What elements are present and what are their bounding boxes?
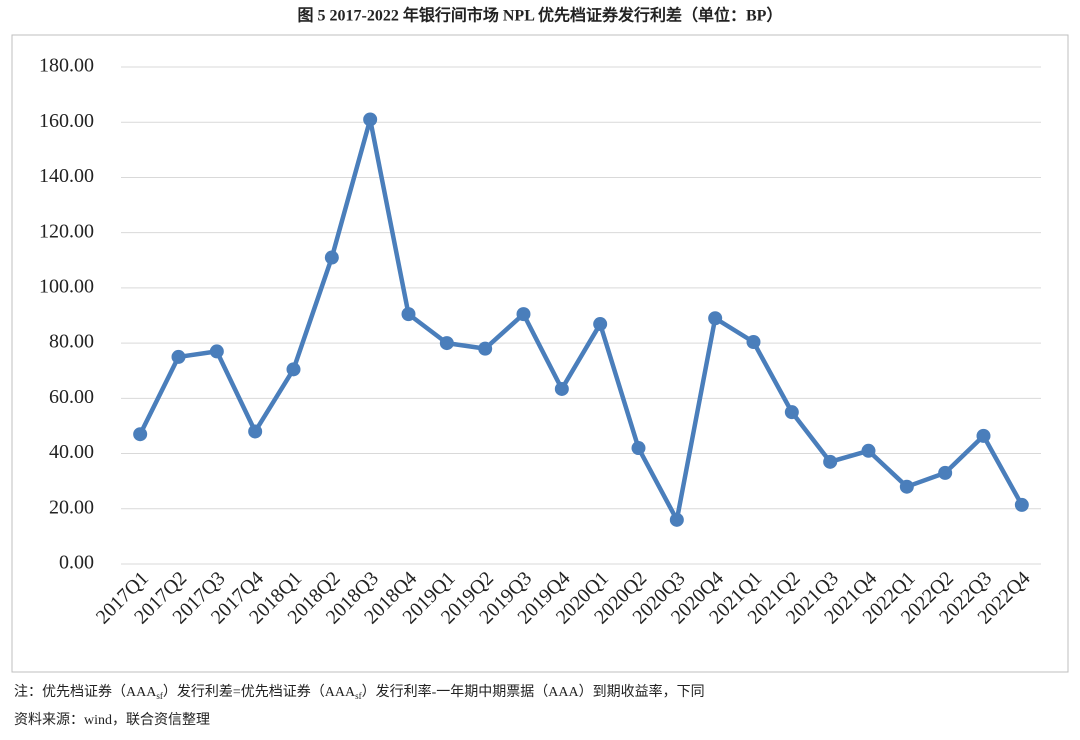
chart-title: 图 5 2017-2022 年银行间市场 NPL 优先档证券发行利差（单位：BP… bbox=[298, 6, 783, 25]
data-point bbox=[516, 307, 531, 322]
note-subscript: sf bbox=[156, 691, 163, 701]
note-subscript: sf bbox=[355, 691, 362, 701]
data-point bbox=[401, 307, 416, 322]
y-tick-label: 120.00 bbox=[39, 220, 94, 242]
data-point bbox=[363, 112, 378, 127]
y-tick-label: 180.00 bbox=[39, 55, 94, 77]
data-point bbox=[631, 441, 646, 456]
data-point bbox=[861, 443, 876, 458]
note-part: ）发行利率-一年期中期票据（AAA）到期收益率，下同 bbox=[362, 683, 705, 700]
data-point bbox=[324, 250, 339, 265]
data-point bbox=[669, 512, 684, 527]
data-line bbox=[138, 117, 1024, 523]
data-point bbox=[1014, 497, 1029, 512]
data-point bbox=[478, 341, 493, 356]
data-point bbox=[938, 465, 953, 480]
data-point bbox=[746, 335, 761, 350]
data-point bbox=[439, 336, 454, 351]
chart-frame bbox=[11, 34, 1069, 673]
data-point bbox=[209, 344, 224, 359]
note: 注：优先档证券（AAAsf）发行利差=优先档证券（AAAsf）发行利率-一年期中… bbox=[14, 683, 705, 701]
y-tick-label: 100.00 bbox=[39, 275, 94, 297]
data-point bbox=[593, 317, 608, 332]
data-point bbox=[784, 405, 799, 420]
y-tick-label: 80.00 bbox=[49, 331, 94, 353]
note-part: 注：优先档证券（AAA bbox=[14, 684, 157, 700]
data-point bbox=[286, 362, 301, 377]
data-point bbox=[171, 349, 186, 364]
data-point bbox=[976, 428, 991, 443]
y-tick-label: 20.00 bbox=[49, 496, 94, 518]
y-tick-label: 140.00 bbox=[39, 165, 94, 187]
y-tick-label: 60.00 bbox=[49, 386, 94, 408]
y-tick-label: 0.00 bbox=[59, 552, 94, 574]
note-part: ）发行利差=优先档证券（AAA bbox=[163, 684, 356, 700]
y-tick-label: 160.00 bbox=[39, 110, 94, 132]
data-point bbox=[554, 381, 569, 396]
data-point bbox=[248, 424, 263, 439]
data-point bbox=[708, 311, 723, 326]
y-tick-label: 40.00 bbox=[49, 441, 94, 463]
data-point bbox=[899, 479, 914, 494]
source: 资料来源：wind，联合资信整理 bbox=[14, 712, 210, 728]
data-point bbox=[133, 427, 148, 442]
data-point bbox=[823, 454, 838, 469]
